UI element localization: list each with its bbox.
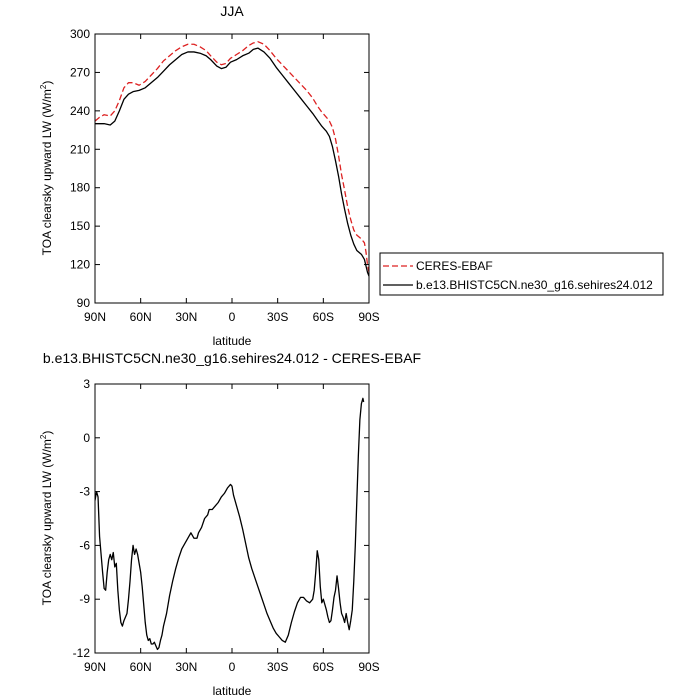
top-y-tick-label: 90 [77,296,91,310]
legend-box [379,252,664,296]
top-x-tick-label: 30N [175,310,197,324]
top-x-tick-label: 90N [84,310,106,324]
bottom-panel-y-axis-title-sup: 2 [39,434,48,439]
top-y-tick-label: 270 [70,65,90,79]
bottom-y-tick-label: -12 [73,646,91,660]
bottom-x-tick-label: 30N [175,660,197,674]
bottom-panel-y-axis-title-close: ) [40,431,54,435]
top-panel-y-axis-title-sup: 2 [39,84,48,89]
top-x-tick-label: 60S [313,310,334,324]
top-y-tick-label: 120 [70,258,90,272]
bottom-x-tick-label: 90N [84,660,106,674]
top-y-tick-label: 210 [70,142,90,156]
bottom-x-tick-label: 90S [358,660,379,674]
top-y-tick-label: 180 [70,181,90,195]
bottom-x-tick-label: 60S [313,660,334,674]
bottom-panel-series [95,397,365,651]
bottom-y-tick-label: 0 [83,431,90,445]
top-y-tick-label: 150 [70,219,90,233]
top-series-line-0 [95,41,369,273]
bottom-y-tick-label: -9 [79,592,90,606]
top-x-tick-label: 30S [267,310,288,324]
bottom-plot-frame [94,383,370,654]
bottom-x-tick-label: 30S [267,660,288,674]
bottom-x-tick-label: 60N [130,660,152,674]
top-panel-title: JJA [220,3,244,19]
top-y-tick-label: 240 [70,104,90,118]
top-panel: JJA 90 120 150 180 210 240 270 300 90N 60N 30N 0 30… [39,3,664,348]
top-panel-y-axis-title-close: ) [40,81,54,85]
bottom-panel-y-axis-title: TOA clearsky upward LW (W/m2) [39,431,54,606]
legend: CERES-EBAF b.e13.BHISTC5CN.ne30_g16.sehi… [379,252,664,296]
bottom-y-tick-label: -3 [79,485,90,499]
legend-label-model: b.e13.BHISTC5CN.ne30_g16.sehires24.012 [416,278,653,292]
bottom-panel-x-ticks: 90N 60N 30N 0 30S 60S 90S [84,384,380,674]
top-panel-x-ticks: 90N 60N 30N 0 30S 60S 90S [84,34,380,324]
top-series-line-1 [95,47,369,277]
bottom-x-tick-label: 0 [229,660,236,674]
top-x-tick-label: 90S [358,310,379,324]
top-x-tick-label: 60N [130,310,152,324]
bottom-panel: b.e13.BHISTC5CN.ne30_g16.sehires24.012 -… [39,350,421,698]
top-panel-series [95,41,369,277]
top-panel-y-axis-title: TOA clearsky upward LW (W/m2) [39,81,54,256]
legend-label-ceres: CERES-EBAF [416,259,493,273]
bottom-panel-y-ticks: -12 -9 -6 -3 0 3 [73,377,369,660]
top-panel-y-ticks: 90 120 150 180 210 240 270 300 [70,27,369,310]
bottom-panel-y-axis-title-main: TOA clearsky upward LW (W/m [40,439,54,605]
top-y-tick-label: 300 [70,27,90,41]
top-panel-x-axis-title: latitude [213,334,252,348]
bottom-series-line-0 [95,397,365,651]
bottom-panel-title: b.e13.BHISTC5CN.ne30_g16.sehires24.012 -… [43,350,421,366]
top-plot-frame [94,33,370,304]
bottom-y-tick-label: 3 [83,377,90,391]
bottom-y-tick-label: -6 [79,538,90,552]
top-x-tick-label: 0 [229,310,236,324]
top-panel-y-axis-title-main: TOA clearsky upward LW (W/m [40,89,54,255]
bottom-panel-x-axis-title: latitude [213,684,252,698]
